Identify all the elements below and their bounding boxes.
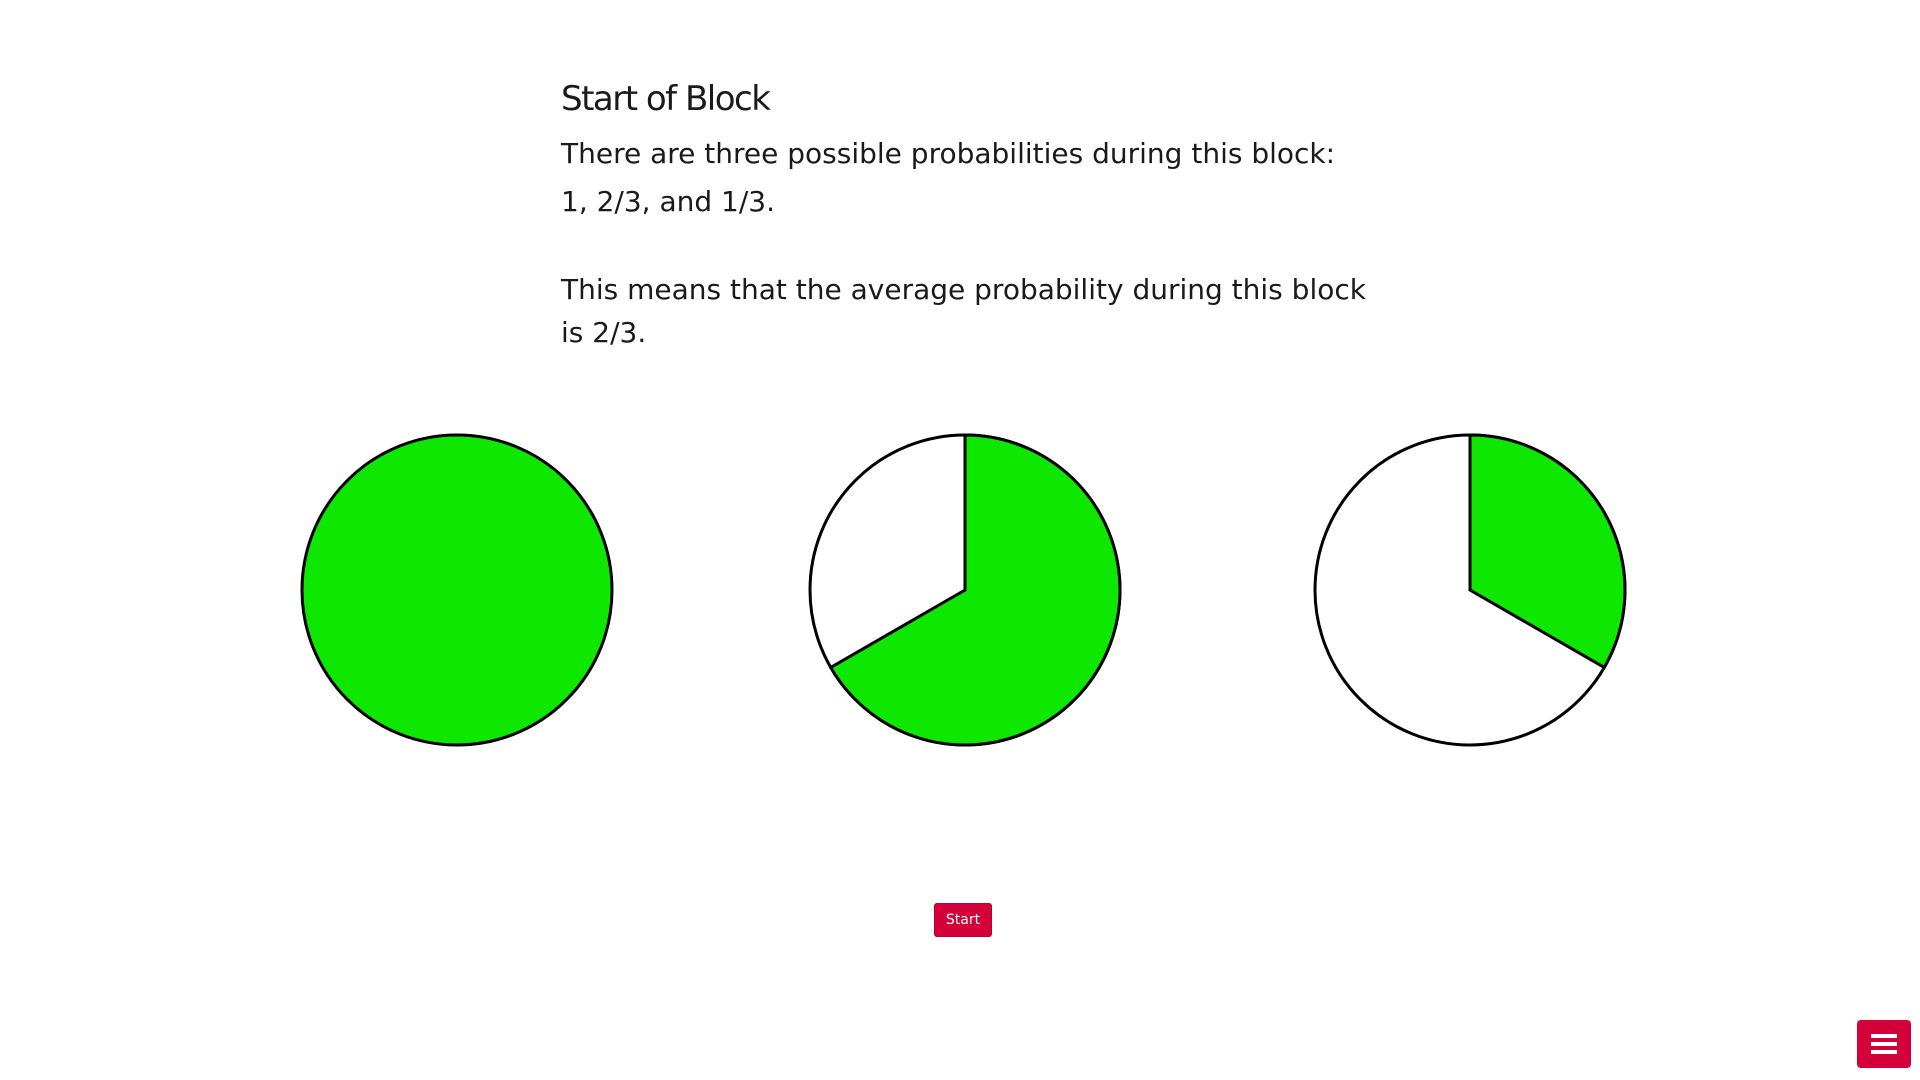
probability-pie-1 [300,433,614,747]
probabilities-list: 1, 2/3, and 1/3. [561,185,776,218]
probability-pie-3 [1313,433,1627,747]
average-probability-text: This means that the average probability … [561,273,1366,349]
probability-pie-2 [808,433,1122,747]
pie-slice-filled [828,433,1122,747]
instructions: Start of Block There are three possible … [561,74,1381,354]
probabilities-intro: There are three possible probabilities d… [561,137,1336,170]
hamburger-menu-icon [1871,1034,1897,1054]
pie-circle [300,433,614,747]
start-button[interactable]: Start [934,903,992,937]
page-title: Start of Block [561,79,771,119]
probability-pies [300,433,1627,747]
menu-button[interactable] [1857,1020,1911,1068]
pie-slice-filled [1468,433,1627,670]
